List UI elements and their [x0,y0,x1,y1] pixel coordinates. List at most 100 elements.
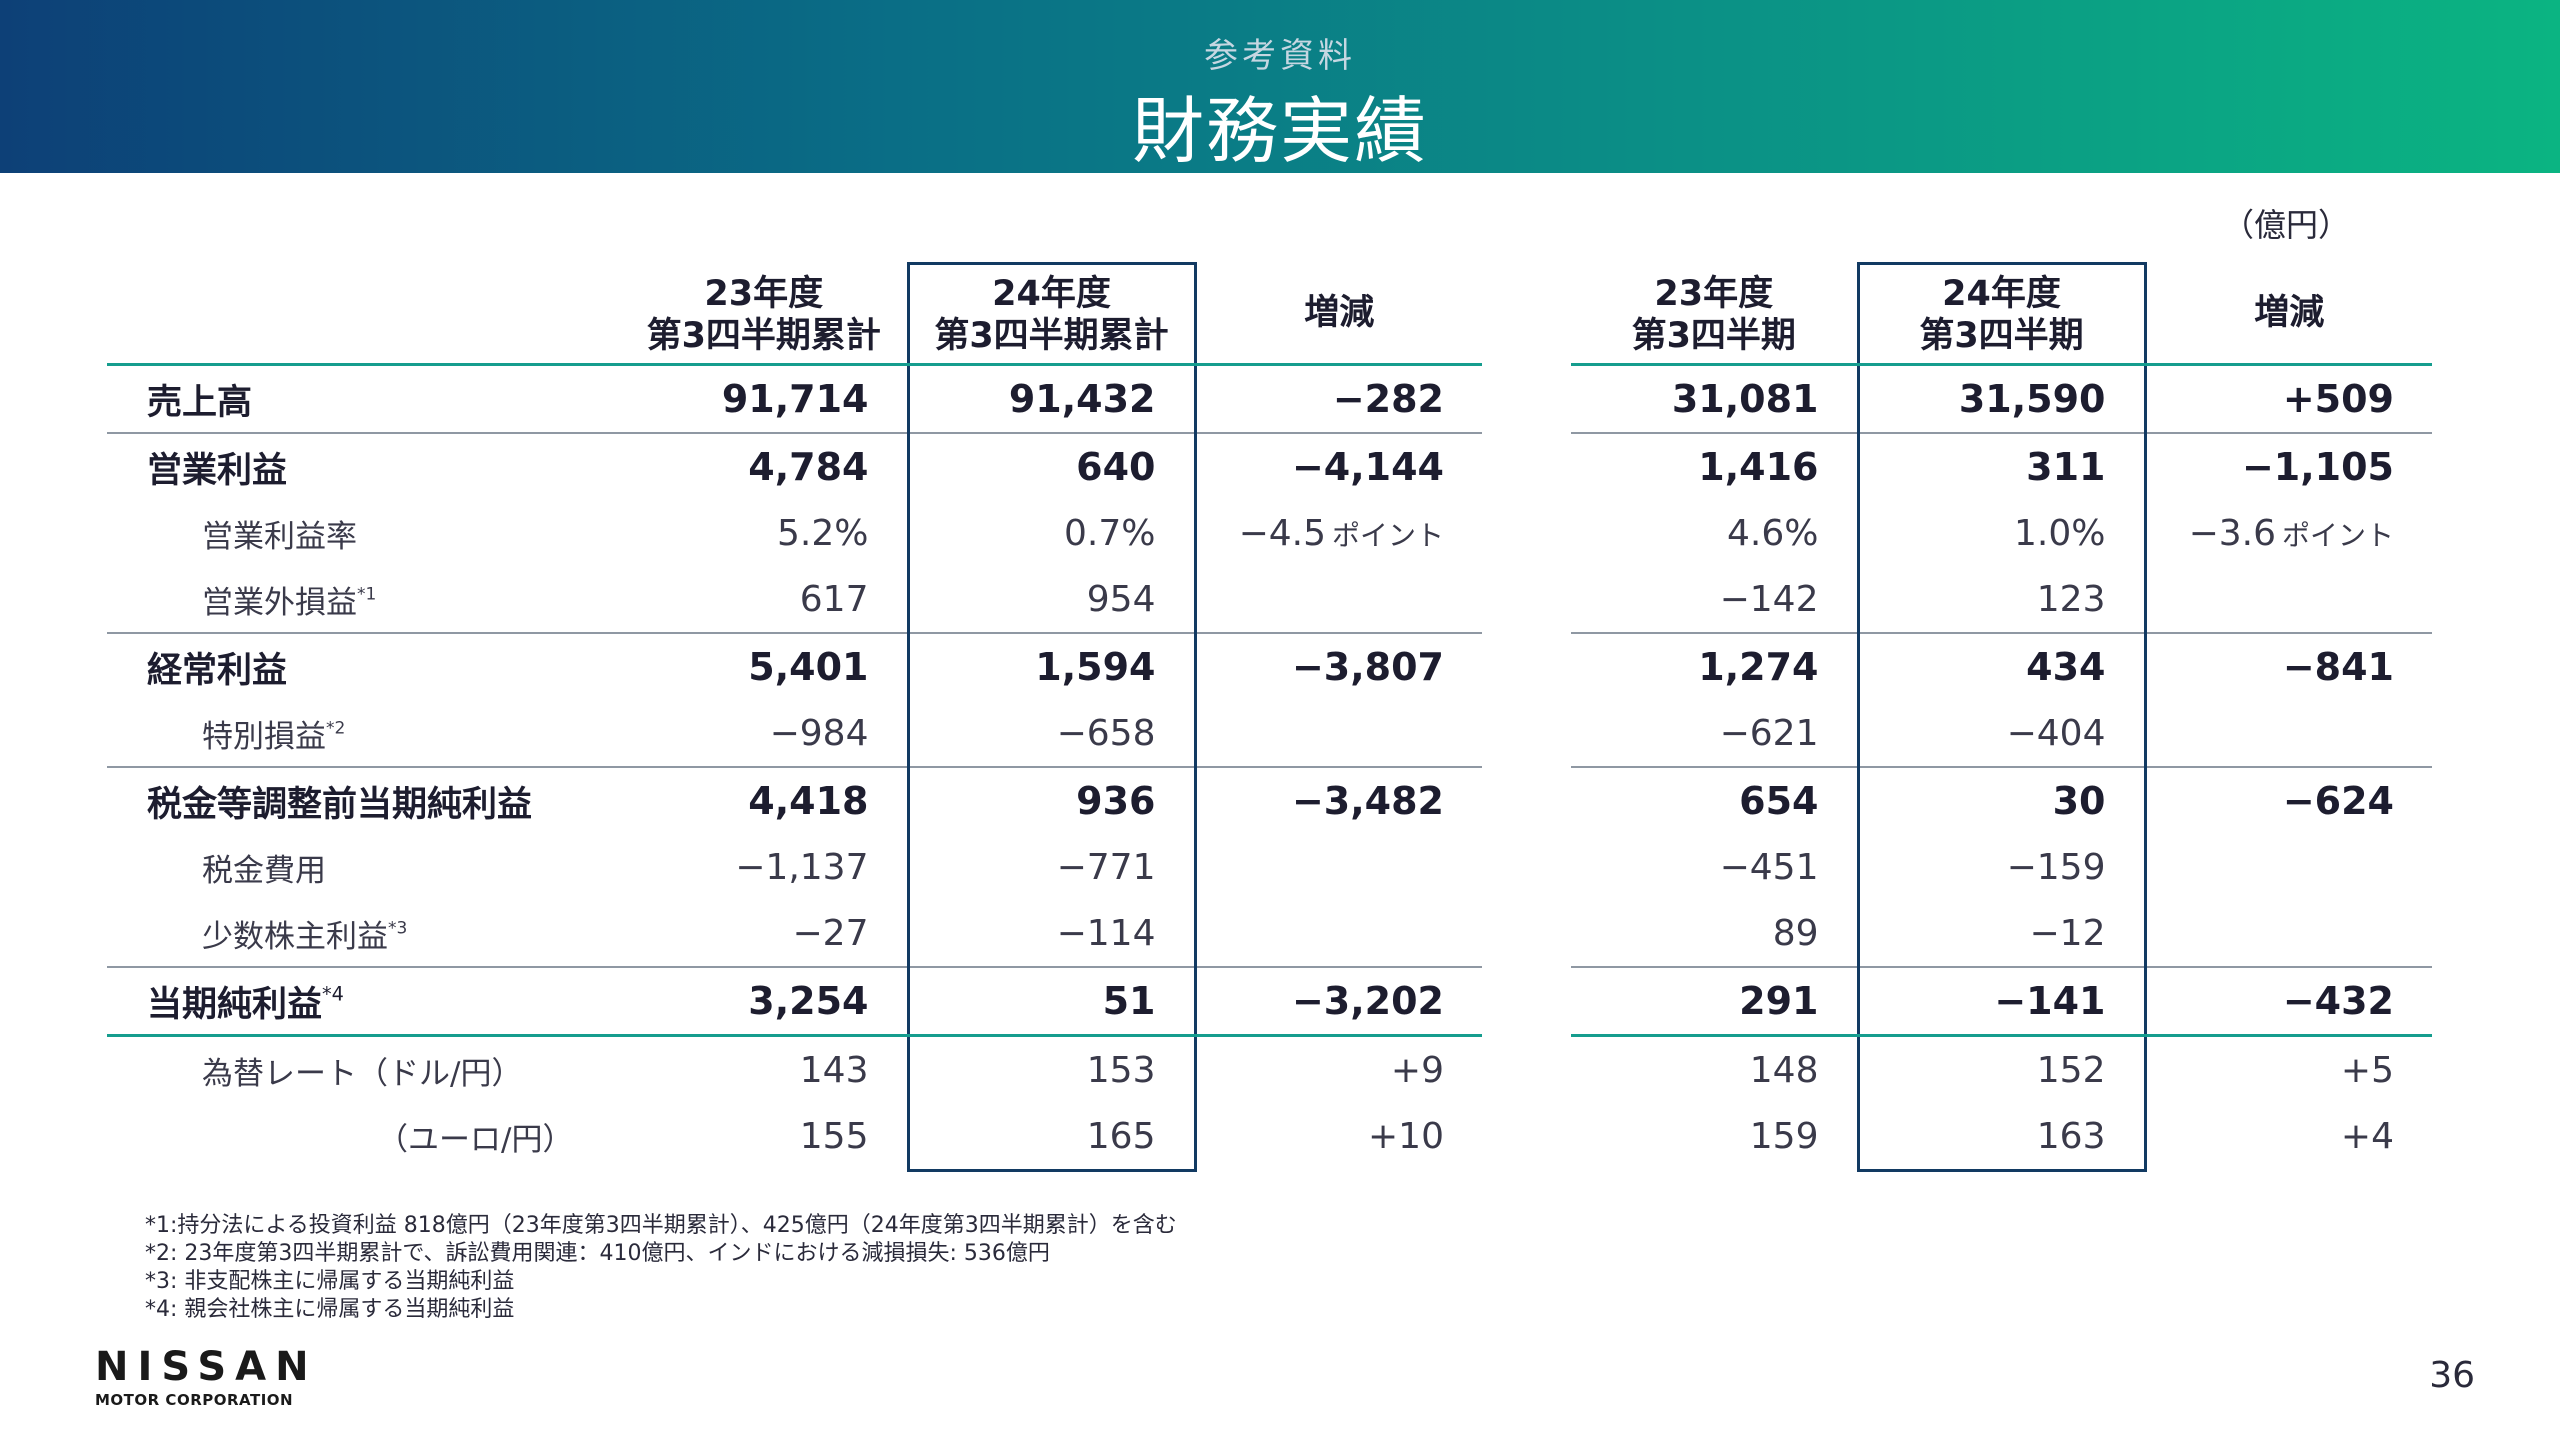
row-label: 税金費用 [202,852,326,889]
cell-ytd23: 5,401 [621,632,908,700]
row-label: （ユーロ/円） [377,1122,574,1159]
row-tax: 税金費用 −1,137 −771 −451 −159 [107,834,2432,900]
cell-ytd24: 0.7% [906,500,1197,566]
cell-q23: 148 [1749,1049,1819,1091]
cell-q23: 4.6% [1727,512,1819,554]
header-row: 23年度 第3四半期累計 24年度 第3四半期累計 増減 23年度 第3四半期 24年… [107,262,2432,366]
row-label: 特別損益*2 [202,717,346,755]
cell-ytd24: 91,432 [906,364,1197,433]
header-banner: 参考資料 財務実績 [0,0,2560,173]
footnote-2: *2: 23年度第3四半期累計で、訴訟費用関連：410億円、インドにおける減損損… [145,1241,1050,1266]
col-header-diff-q: 増減 [2145,263,2432,366]
cell-diff-ytd [1195,900,1482,967]
cell-diff-ytd: −4,144 [1195,432,1482,500]
cell-q24: 163 [1856,1103,2147,1172]
cell-diff-ytd: −4.5 ポイント [1238,512,1444,554]
label-column-header [107,263,621,366]
page-number: 36 [2429,1355,2475,1396]
cell-diff-q: −432 [2145,966,2432,1037]
cell-ytd24: 1,594 [906,632,1197,700]
nissan-logo: NISSAN MOTOR CORPORATION [95,1345,318,1409]
cell-q24: −12 [1856,900,2147,967]
cell-diff-ytd: −3,202 [1195,966,1482,1037]
row-fx-usd: 為替レート（ドル/円） 143 153 +9 148 152 +5 [107,1035,2432,1103]
cell-diff-q: +5 [2340,1049,2394,1091]
footnote-3: *3: 非支配株主に帰属する当期純利益 [145,1269,515,1294]
cell-diff-q: −841 [2145,632,2432,700]
cell-ytd23: 143 [799,1049,869,1091]
cell-diff-ytd: +9 [1390,1049,1444,1091]
row-sales: 売上高 91,714 91,432 −282 31,081 31,590 +50… [107,364,2432,433]
cell-diff-q: −1,105 [2145,432,2432,500]
cell-diff-q: +509 [2282,377,2394,421]
cell-diff-ytd [1195,566,1482,633]
col-header-ytd23: 23年度 第3四半期累計 [621,263,908,366]
row-ordinary-profit: 経常利益 5,401 1,594 −3,807 1,274 434 −841 [107,632,2432,700]
row-operating-profit: 営業利益 4,784 640 −4,144 1,416 311 −1,105 [107,432,2432,500]
cell-ytd23: 91,714 [721,377,869,421]
row-fx-eur: （ユーロ/円） 155 165 +10 159 163 +4 [107,1103,2432,1172]
cell-q24: 1.0% [1856,500,2147,566]
cell-ytd23: −1,137 [735,846,869,888]
logo-subtitle: MOTOR CORPORATION [95,1391,294,1409]
row-label: 経常利益 [107,632,621,700]
cell-q23: 654 [1571,766,1858,834]
row-label: 売上高 [147,382,253,423]
cell-ytd24: 153 [906,1035,1197,1103]
cell-diff-ytd: −3,482 [1195,766,1482,834]
row-operating-margin: 営業利益率 5.2% 0.7% −4.5 ポイント 4.6% 1.0% −3.6 ポ… [107,500,2432,566]
cell-q24: −159 [1856,834,2147,900]
cell-ytd23: 3,254 [621,966,908,1037]
cell-q24: −404 [1856,700,2147,767]
cell-ytd23: −984 [769,712,869,754]
cell-diff-q [2145,900,2432,967]
cell-q24: 311 [1856,432,2147,500]
col-header-ytd24: 24年度 第3四半期累計 [906,262,1197,366]
cell-q23: 31,081 [1671,377,1819,421]
cell-diff-q [2145,834,2432,900]
header-subtitle: 参考資料 [1204,36,1356,76]
cell-ytd24: −771 [906,834,1197,900]
cell-q24: 30 [1856,766,2147,834]
financial-results-table: 23年度 第3四半期累計 24年度 第3四半期累計 増減 23年度 第3四半期 24年… [107,262,2432,1172]
footnote-4: *4: 親会社株主に帰属する当期純利益 [145,1297,515,1322]
col-header-q24: 24年度 第3四半期 [1856,262,2147,366]
logo-wordmark: NISSAN [95,1344,318,1390]
footnotes: *1:持分法による投資利益 818億円（23年度第3四半期累計）、425億円（2… [145,1212,1177,1324]
cell-diff-q: −3.6 ポイント [2188,512,2394,554]
col-header-q23: 23年度 第3四半期 [1571,263,1858,366]
cell-diff-q [2145,566,2432,633]
cell-q24: 434 [1856,632,2147,700]
cell-ytd24: 165 [906,1103,1197,1172]
cell-q23: −621 [1719,712,1819,754]
cell-ytd24: 640 [906,432,1197,500]
cell-diff-q [2145,700,2432,767]
row-label: 為替レート（ドル/円） [202,1055,523,1092]
cell-diff-ytd: −282 [1332,377,1444,421]
cell-ytd23: 5.2% [777,512,869,554]
row-label: 営業利益 [107,432,621,500]
cell-ytd24: 936 [906,766,1197,834]
row-label: 当期純利益*4 [107,966,621,1037]
cell-ytd24: −658 [906,700,1197,767]
cell-ytd24: −114 [906,900,1197,967]
row-minority: 少数株主利益*3 −27 −114 89 −12 [107,900,2432,967]
cell-diff-q: −624 [2145,766,2432,834]
cell-q24: 123 [1856,566,2147,633]
cell-q23: 291 [1571,966,1858,1037]
cell-ytd23: 155 [799,1116,869,1158]
col-header-diff-ytd: 増減 [1195,263,1482,366]
cell-diff-ytd [1195,700,1482,767]
row-label: 営業外損益*1 [202,583,377,621]
cell-q24: 152 [1856,1035,2147,1103]
row-non-operating: 営業外損益*1 617 954 −142 123 [107,566,2432,633]
cell-diff-q: +4 [2340,1116,2394,1158]
cell-q24: −141 [1856,966,2147,1037]
cell-q23: 1,416 [1571,432,1858,500]
row-net-profit: 当期純利益*4 3,254 51 −3,202 291 −141 −432 [107,966,2432,1037]
cell-ytd24: 51 [906,966,1197,1037]
page-title: 財務実績 [1131,89,1428,173]
row-label: 少数株主利益*3 [202,917,408,955]
cell-q23: 159 [1749,1116,1819,1158]
row-pretax-profit: 税金等調整前当期純利益 4,418 936 −3,482 654 30 −624 [107,766,2432,834]
